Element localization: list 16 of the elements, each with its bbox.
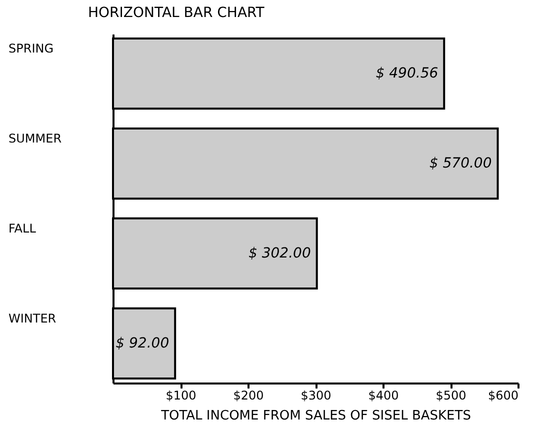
- x-tick-label: $400: [368, 388, 399, 402]
- y-tick-label: FALL: [8, 221, 36, 236]
- x-axis-title: TOTAL INCOME FROM SALES OF SISEL BASKETS: [160, 408, 471, 424]
- y-tick-label: WINTER: [8, 311, 56, 326]
- x-tick-label: $200: [233, 388, 264, 402]
- x-tick-label: $300: [300, 388, 332, 402]
- data-label: $ 302.00: [248, 245, 311, 262]
- x-tick-label: $500: [436, 388, 466, 402]
- chart-title: HORIZONTAL BAR CHART: [88, 5, 265, 21]
- y-tick-label: SPRING: [8, 42, 54, 56]
- data-label: $ 92.00: [116, 335, 170, 352]
- x-tick-label: $100: [166, 388, 196, 402]
- y-tick-label: SUMMER: [8, 132, 62, 146]
- data-label: $ 570.00: [429, 156, 492, 172]
- x-tick-label: $600: [488, 388, 518, 402]
- data-label: $ 490.56: [376, 66, 438, 82]
